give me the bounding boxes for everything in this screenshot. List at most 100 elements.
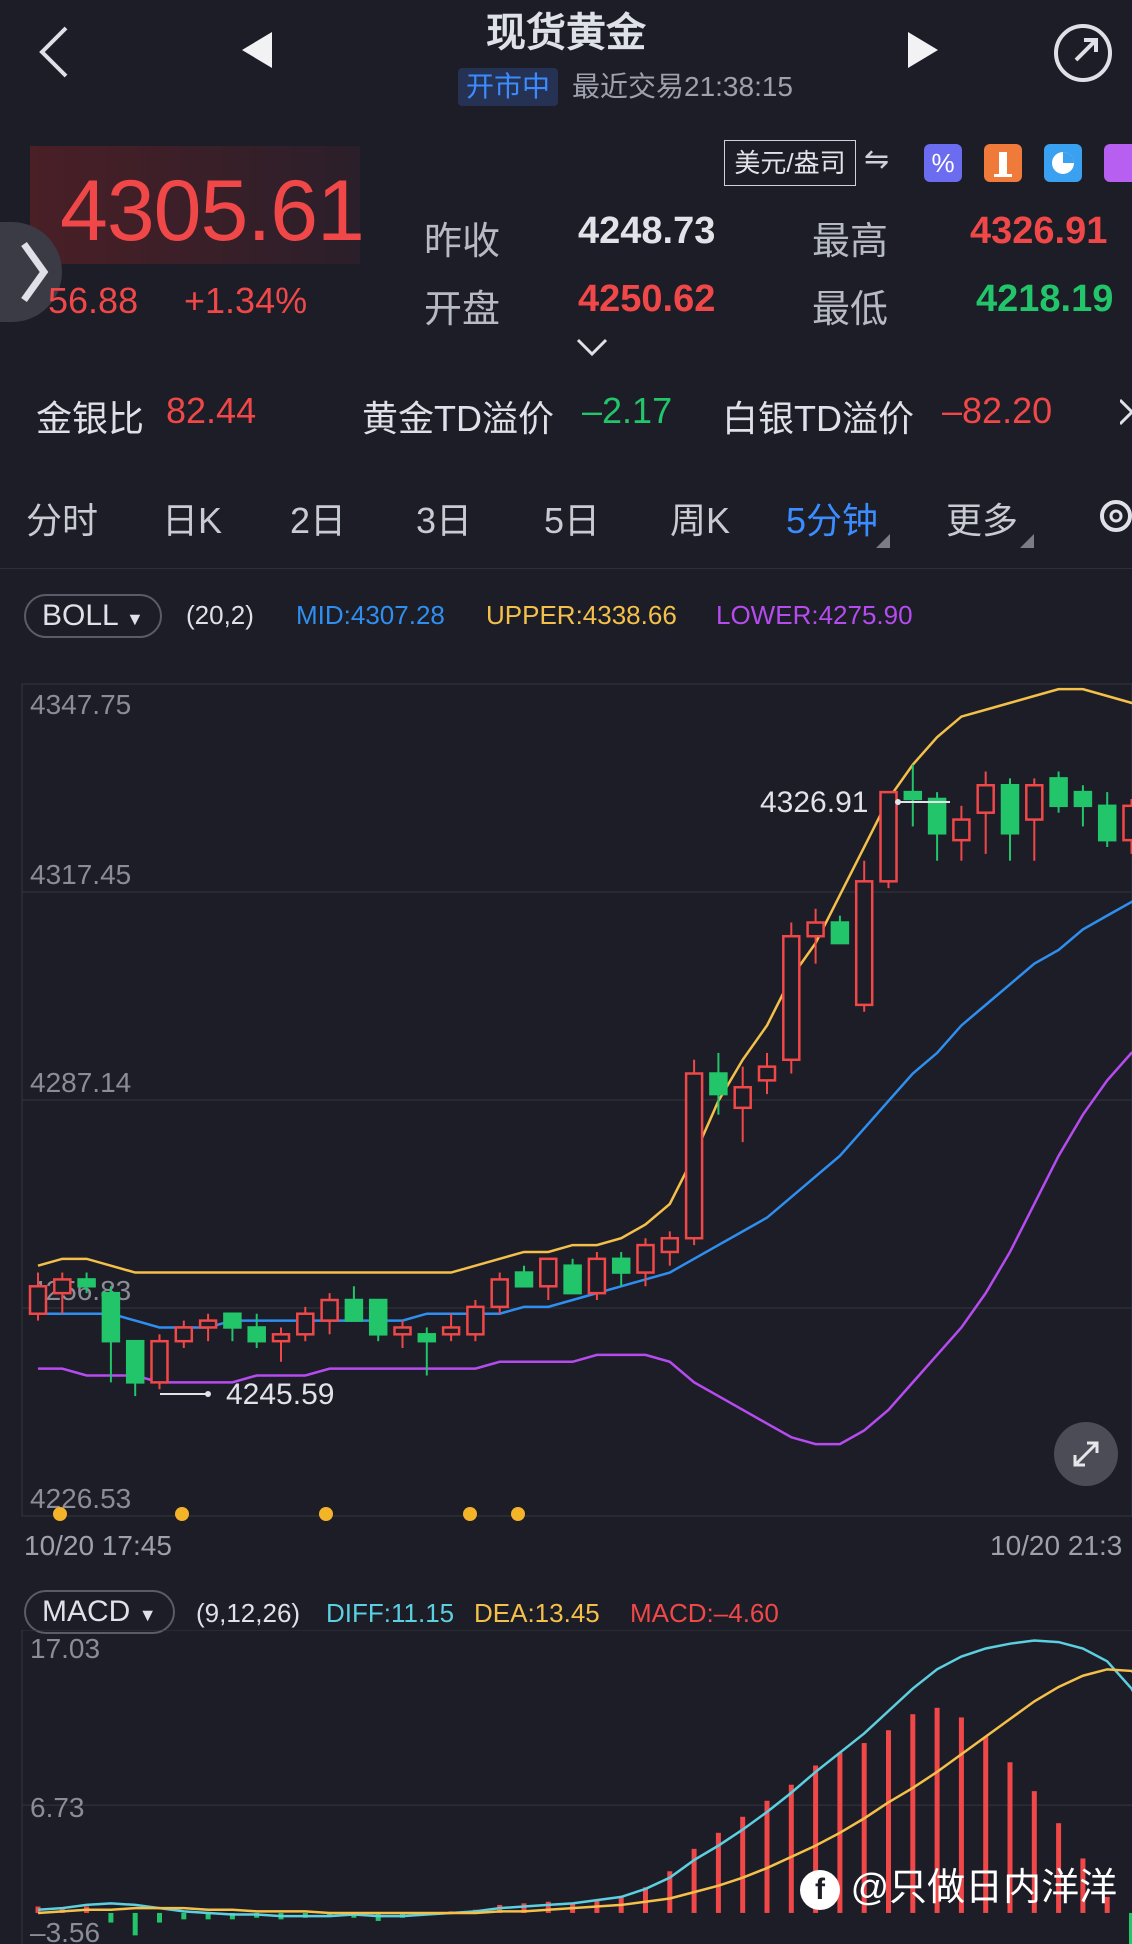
boll-lower: LOWER:4275.90 — [716, 600, 913, 630]
candle-body — [466, 1305, 485, 1336]
boll-params: (20,2) — [186, 600, 254, 630]
prev-close-label: 昨收 — [424, 221, 501, 263]
time-end: 10/20 21:3 — [990, 1530, 1123, 1561]
candle-body — [539, 1257, 558, 1288]
candle-body — [28, 1285, 48, 1315]
min-marker-dot — [205, 1391, 211, 1397]
macd-hist-bar — [157, 1912, 162, 1923]
dropdown-triangle-icon: ▼ — [138, 1605, 157, 1625]
macd-chart[interactable]: 17.03 6.73 –3.56 — [0, 1630, 1132, 1944]
share-icon[interactable] — [1052, 22, 1114, 89]
candle-body — [587, 1257, 607, 1295]
watermark-text: @只做日内洋洋 — [850, 1867, 1118, 1909]
tab-5min-dropdown-icon[interactable] — [876, 534, 890, 553]
price-tick-label: 4287.14 — [30, 1067, 131, 1098]
macd-hist-bar — [1104, 1896, 1110, 1913]
macd-hist-bar — [740, 1816, 746, 1913]
compare-icon[interactable] — [1104, 144, 1132, 182]
market-status-badge: 开市中 — [458, 68, 559, 106]
low-label: 最低 — [812, 289, 889, 331]
tab-daily-k[interactable]: 日K — [162, 500, 223, 541]
macd-hist-bar — [643, 1887, 648, 1913]
macd-hist-bar — [1056, 1823, 1062, 1913]
boll-lower-line — [38, 1051, 1132, 1446]
macd-dea: DEA:13.45 — [474, 1598, 600, 1628]
prev-close-value: 4248.73 — [578, 210, 716, 252]
boll-indicator-selector[interactable]: BOLL ▼ — [24, 594, 162, 638]
tab-3day[interactable]: 3日 — [416, 500, 473, 541]
tab-2day[interactable]: 2日 — [290, 500, 347, 541]
ratios-more-icon[interactable] — [1118, 396, 1132, 431]
unit-swap-icon[interactable]: ⇋ — [864, 143, 890, 176]
silver-td-premium-label: 白银TD溢价 — [722, 398, 914, 439]
macd-hist-bar — [691, 1848, 697, 1913]
candle-body — [150, 1339, 169, 1384]
macd-dea-line — [37, 1668, 1132, 1915]
unit-selector[interactable]: 美元/盎司 — [724, 140, 856, 186]
svg-text:%: % — [931, 148, 954, 178]
macd-hist-bar — [181, 1912, 187, 1920]
tab-5day[interactable]: 5日 — [544, 500, 601, 541]
tab-5min[interactable]: 5分钟 — [786, 500, 879, 541]
macd-hist-bar — [1007, 1762, 1013, 1913]
lighthouse-icon[interactable] — [984, 144, 1022, 182]
candle-body — [101, 1291, 121, 1343]
page-title: 现货黄金 — [486, 11, 646, 55]
prev-instrument-icon[interactable] — [240, 30, 274, 75]
current-price: 4305.61 — [60, 163, 365, 259]
macd-hist-bar — [910, 1714, 916, 1913]
percent-tool-icon[interactable]: % — [924, 144, 962, 182]
macd-hist-bar — [715, 1832, 721, 1913]
macd-hist-bar — [108, 1912, 114, 1923]
candle-body — [514, 1271, 534, 1288]
side-drawer-tab[interactable] — [0, 222, 62, 322]
candle-body — [1097, 804, 1117, 842]
price-tick-label: 4226.53 — [30, 1483, 131, 1514]
gold-td-premium-label: 黄金TD溢价 — [362, 398, 554, 439]
dropdown-triangle-icon: ▼ — [125, 609, 144, 629]
max-marker-dot — [895, 799, 901, 805]
candle-body — [611, 1257, 631, 1274]
macd-indicator-selector[interactable]: MACD ▼ — [24, 1590, 175, 1634]
gold-silver-ratio-label: 金银比 — [36, 398, 145, 439]
chart-settings-gear-icon[interactable] — [1096, 494, 1132, 543]
macd-hist-bar — [934, 1707, 940, 1913]
silver-td-premium-value: –82.20 — [942, 390, 1053, 431]
candle-body — [733, 1085, 752, 1110]
candle-body — [903, 790, 923, 801]
tab-more[interactable]: 更多 — [946, 500, 1019, 541]
expand-quote-icon[interactable] — [576, 338, 608, 363]
candle-body — [393, 1326, 412, 1336]
candle-body — [1073, 790, 1093, 808]
candle-body — [1049, 777, 1068, 808]
price-tick-label: 4347.75 — [30, 689, 131, 720]
macd-hist-bar — [521, 1903, 527, 1913]
candlestick-chart[interactable]: 4347.754317.454287.144256.834226.534326.… — [0, 660, 1132, 1540]
gold-silver-ratio-value: 82.44 — [166, 390, 257, 431]
macd-hist-bar — [764, 1800, 770, 1913]
candle-body — [368, 1298, 388, 1336]
tab-intraday[interactable]: 分时 — [26, 500, 99, 541]
macd-hist-bar — [327, 1912, 333, 1917]
macd-hist-bar — [813, 1765, 819, 1913]
low-value: 4218.19 — [976, 278, 1114, 320]
candle-body — [198, 1319, 218, 1329]
tab-weekly-k[interactable]: 周K — [670, 500, 731, 541]
pie-chart-icon[interactable] — [1044, 144, 1082, 182]
fullscreen-button[interactable] — [1054, 1422, 1118, 1486]
min-price-annotation: 4245.59 — [226, 1378, 334, 1411]
macd-diff-line — [37, 1639, 1132, 1918]
candle-body — [1122, 804, 1132, 842]
macd-tick-label: 17.03 — [30, 1633, 100, 1664]
back-icon[interactable] — [34, 24, 74, 80]
tab-more-dropdown-icon[interactable] — [1020, 534, 1034, 553]
candle-body — [320, 1298, 339, 1322]
candle-body — [952, 818, 971, 842]
macd-hist-bar — [983, 1736, 989, 1913]
candle-body — [490, 1278, 509, 1309]
next-instrument-icon[interactable] — [906, 30, 940, 75]
high-label: 最高 — [812, 221, 889, 263]
boll-upper: UPPER:4338.66 — [486, 600, 677, 630]
macd-diff: DIFF:11.15 — [326, 1598, 455, 1628]
macd-params: (9,12,26) — [196, 1598, 301, 1628]
